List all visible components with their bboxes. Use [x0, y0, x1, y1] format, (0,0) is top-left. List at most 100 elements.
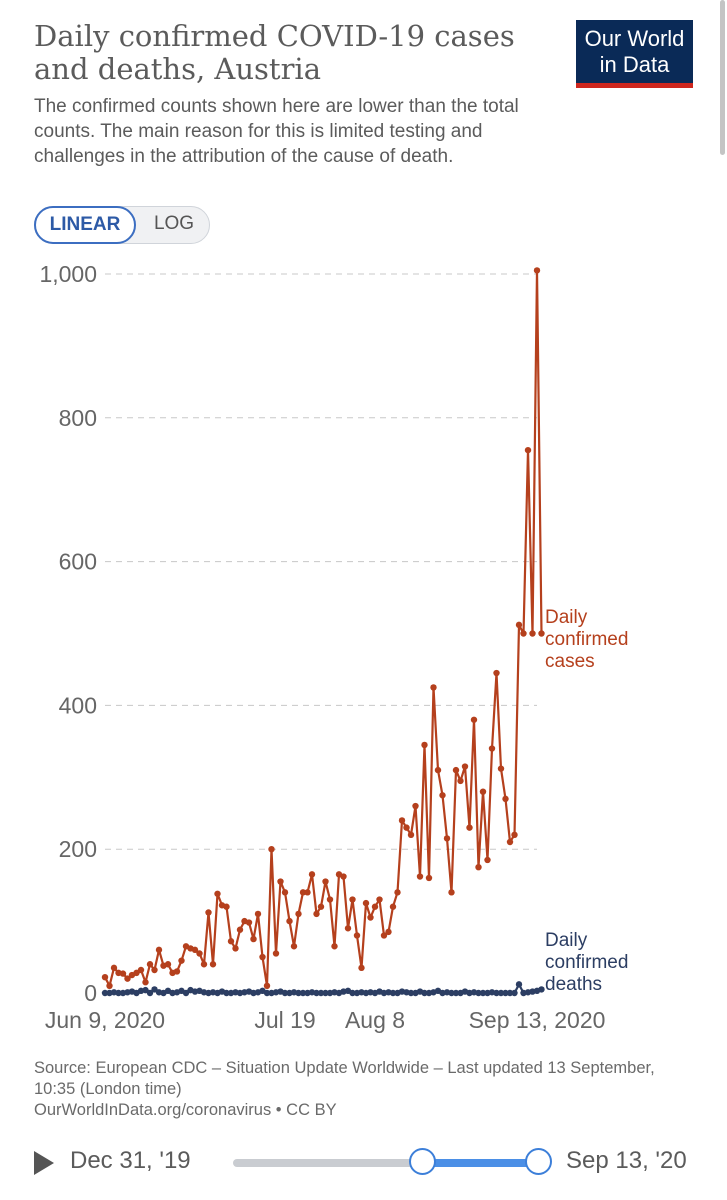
- cases-point: [497, 765, 505, 772]
- x-axis-tick-labels: Jun 9, 2020 Jul 19 Aug 8 Sep 13, 2020: [45, 1007, 606, 1033]
- cases-point: [362, 899, 370, 907]
- cases-point: [313, 910, 320, 918]
- deaths-point: [448, 989, 455, 997]
- cases-point: [475, 863, 482, 871]
- cases-point: [479, 788, 487, 795]
- cases-point: [196, 950, 203, 957]
- line-chart: 0 200 400 600 800 1,000 Jun 9, 2020 Jul 19 Aug …: [39, 261, 628, 1033]
- cases-point: [470, 716, 478, 723]
- cases-point: [263, 982, 271, 990]
- cases-point: [511, 831, 518, 839]
- cases-point: [443, 835, 451, 842]
- cases-point: [367, 914, 374, 921]
- timeline-start-label: Dec 31, '19: [70, 1147, 191, 1174]
- linear-scale-button[interactable]: LINEAR: [34, 206, 136, 244]
- deaths-point: [146, 989, 154, 997]
- cases-series-label: Daily: [545, 607, 588, 628]
- cases-point: [142, 979, 149, 986]
- cases-point: [304, 889, 311, 896]
- y-axis-tick-labels: 0 200 400 600 800 1,000: [39, 261, 97, 1006]
- deaths-point: [452, 989, 460, 997]
- deaths-point: [115, 989, 122, 997]
- logo-line-1: Our World: [584, 26, 685, 51]
- source-text: Source: European CDC – Situation Update …: [34, 1059, 655, 1098]
- cases-point: [533, 267, 541, 274]
- cases-point: [299, 889, 307, 896]
- timeline-end-handle[interactable]: [525, 1148, 552, 1175]
- cases-point: [326, 896, 334, 903]
- cases-point: [520, 630, 527, 637]
- cases-point: [173, 968, 181, 975]
- cases-point: [448, 889, 455, 896]
- deaths-point: [299, 989, 307, 997]
- source-url-link[interactable]: OurWorldInData.org/coronavirus • CC BY: [34, 1101, 337, 1119]
- cases-point: [245, 919, 253, 926]
- cases-point: [349, 896, 356, 903]
- cases-point: [214, 890, 221, 897]
- cases-point: [389, 903, 397, 910]
- x-tick-label: Aug 8: [345, 1007, 405, 1033]
- cases-point: [178, 957, 185, 964]
- cases-point: [488, 745, 496, 752]
- y-tick-label: 800: [59, 405, 97, 431]
- deaths-point: [407, 989, 415, 997]
- deaths-point: [515, 981, 523, 988]
- cases-point: [277, 878, 284, 885]
- cases-point: [412, 802, 419, 810]
- deaths-series: [101, 981, 545, 997]
- deaths-point: [502, 989, 509, 997]
- cases-point: [416, 873, 424, 880]
- cases-point: [236, 926, 244, 933]
- deaths-point: [281, 989, 289, 997]
- cases-point: [110, 964, 118, 972]
- timeline-track[interactable]: [233, 1159, 538, 1167]
- cases-point: [223, 903, 230, 910]
- cases-point: [493, 669, 500, 677]
- cases-point: [452, 766, 460, 774]
- scale-toggle: LINEAR LOG: [34, 206, 210, 244]
- cases-point: [439, 792, 446, 799]
- deaths-point: [421, 989, 428, 997]
- cases-point: [137, 966, 145, 974]
- cases-point: [227, 938, 235, 945]
- deaths-point: [511, 989, 518, 997]
- deaths-point: [223, 989, 230, 997]
- cases-point: [385, 928, 392, 936]
- cases-point: [538, 630, 545, 637]
- deaths-point: [389, 989, 397, 997]
- cases-point: [506, 838, 514, 846]
- cases-point: [268, 846, 275, 853]
- deaths-point: [538, 986, 545, 993]
- deaths-point: [295, 989, 302, 997]
- cases-point: [331, 943, 338, 950]
- log-scale-button[interactable]: LOG: [153, 213, 195, 234]
- cases-point: [461, 763, 469, 770]
- deaths-point: [317, 989, 325, 997]
- cases-point: [209, 961, 217, 968]
- x-tick-label: Jul 19: [254, 1007, 315, 1033]
- deaths-point: [506, 989, 514, 997]
- y-tick-label: 200: [59, 836, 97, 862]
- logo-line-2: in Data: [599, 52, 670, 77]
- cases-line: [104, 269, 543, 987]
- cases-series-label: cases: [545, 651, 595, 672]
- timeline-start-handle[interactable]: [409, 1148, 437, 1175]
- cases-series-label: confirmed: [545, 629, 628, 650]
- deaths-point: [349, 989, 356, 997]
- cases-point: [524, 446, 532, 454]
- cases-point: [200, 961, 208, 968]
- cases-point: [425, 874, 433, 882]
- cases-point: [484, 856, 491, 864]
- cases-point: [250, 935, 257, 943]
- cases-point: [380, 932, 388, 939]
- timeline-selected-range: [421, 1159, 538, 1167]
- play-icon[interactable]: [34, 1151, 54, 1175]
- timeline-slider: Dec 31, '19 Sep 13, '20: [0, 1135, 727, 1191]
- cases-point: [295, 910, 302, 918]
- cases-point: [317, 903, 325, 910]
- cases-point: [155, 946, 163, 954]
- cases-point: [191, 946, 199, 954]
- owid-logo[interactable]: Our World in Data: [576, 20, 693, 88]
- page-scrollbar[interactable]: [720, 0, 725, 155]
